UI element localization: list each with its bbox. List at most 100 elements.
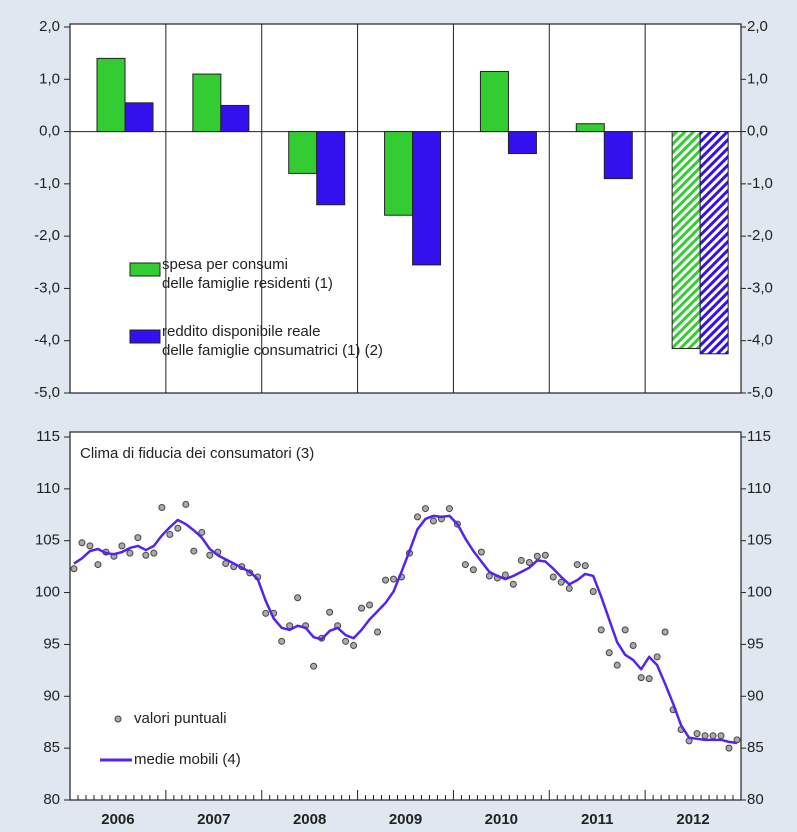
x-tick-label: 2011 bbox=[581, 811, 614, 828]
bar bbox=[507, 131, 537, 155]
data-point bbox=[653, 653, 661, 661]
y2-tick-label: 1,0 bbox=[747, 70, 768, 87]
data-point bbox=[366, 601, 374, 609]
data-point bbox=[725, 744, 733, 752]
bar bbox=[192, 73, 222, 133]
bar bbox=[124, 102, 154, 133]
y2-tick-label: 105 bbox=[747, 532, 772, 549]
y-tick-label: -4,0 bbox=[34, 332, 60, 349]
x-tick-label: 2012 bbox=[676, 811, 709, 828]
bar bbox=[384, 131, 414, 216]
data-point bbox=[78, 539, 86, 547]
data-point bbox=[605, 649, 613, 657]
y-tick-label: 1,0 bbox=[39, 70, 60, 87]
data-point bbox=[342, 637, 350, 645]
data-point bbox=[134, 534, 142, 542]
bar bbox=[96, 57, 126, 133]
y-tick-label: 80 bbox=[43, 791, 60, 808]
data-point bbox=[358, 604, 366, 612]
y-tick-label: 0,0 bbox=[39, 123, 60, 140]
data-point bbox=[613, 661, 621, 669]
data-point bbox=[525, 558, 533, 566]
y2-tick-label: 90 bbox=[747, 687, 764, 704]
bar bbox=[603, 131, 633, 180]
y-tick-label: -5,0 bbox=[34, 384, 60, 401]
data-point bbox=[429, 517, 437, 525]
data-point bbox=[661, 628, 669, 636]
legend-marker bbox=[114, 715, 122, 723]
data-point bbox=[310, 662, 318, 670]
bar bbox=[671, 131, 701, 350]
y2-tick-label: 2,0 bbox=[747, 18, 768, 35]
data-point bbox=[517, 556, 525, 564]
data-point bbox=[509, 580, 517, 588]
data-point bbox=[549, 573, 557, 581]
data-point bbox=[581, 562, 589, 570]
data-point bbox=[278, 637, 286, 645]
y-tick-label: 2,0 bbox=[39, 18, 60, 35]
bar bbox=[412, 131, 442, 266]
y-tick-label: -3,0 bbox=[34, 279, 60, 296]
data-point bbox=[158, 504, 166, 512]
x-tick-label: 2007 bbox=[197, 811, 230, 828]
y2-tick-label: 100 bbox=[747, 584, 772, 601]
x-tick-label: 2010 bbox=[485, 811, 518, 828]
data-point bbox=[262, 609, 270, 617]
bar bbox=[479, 70, 509, 133]
legend-label: spesa per consumi delle famiglie residen… bbox=[162, 256, 333, 292]
data-point bbox=[374, 628, 382, 636]
data-point bbox=[589, 588, 597, 596]
data-point bbox=[350, 641, 358, 649]
data-point bbox=[445, 505, 453, 513]
y2-tick-label: 115 bbox=[747, 428, 771, 445]
data-point bbox=[645, 675, 653, 683]
data-point bbox=[182, 500, 190, 508]
data-point bbox=[326, 608, 334, 616]
data-point bbox=[142, 551, 150, 559]
y-tick-label: 90 bbox=[43, 687, 60, 704]
bar bbox=[288, 131, 318, 174]
y-tick-label: 100 bbox=[35, 584, 60, 601]
data-point bbox=[413, 513, 421, 521]
chart-title: Clima di fiducia dei consumatori (3) bbox=[80, 445, 314, 462]
data-point bbox=[94, 561, 102, 569]
bar bbox=[220, 104, 250, 133]
x-tick-label: 2009 bbox=[389, 811, 422, 828]
bar bbox=[316, 131, 346, 206]
data-point bbox=[629, 641, 637, 649]
y2-tick-label: -2,0 bbox=[747, 227, 773, 244]
data-point bbox=[294, 594, 302, 602]
data-point bbox=[477, 548, 485, 556]
data-point bbox=[709, 732, 717, 740]
y2-tick-label: -1,0 bbox=[747, 175, 773, 192]
data-point bbox=[166, 530, 174, 538]
data-point bbox=[621, 626, 629, 634]
data-point bbox=[190, 547, 198, 555]
data-point bbox=[174, 524, 182, 532]
data-point bbox=[126, 549, 134, 557]
data-point bbox=[390, 575, 398, 583]
data-point bbox=[693, 730, 701, 738]
y2-tick-label: 85 bbox=[747, 739, 764, 756]
y-tick-label: 85 bbox=[43, 739, 60, 756]
y-tick-label: 115 bbox=[36, 428, 60, 445]
y-tick-label: -2,0 bbox=[34, 227, 60, 244]
y2-tick-label: 110 bbox=[747, 480, 771, 497]
data-point bbox=[637, 674, 645, 682]
y-tick-label: 110 bbox=[36, 480, 60, 497]
legend-label: medie mobili (4) bbox=[134, 751, 241, 768]
data-point bbox=[421, 505, 429, 513]
y2-tick-label: 0,0 bbox=[747, 123, 768, 140]
data-point bbox=[118, 542, 126, 550]
legend-label: valori puntuali bbox=[134, 710, 227, 727]
y2-tick-label: 80 bbox=[747, 791, 764, 808]
data-point bbox=[469, 566, 477, 574]
bar bbox=[699, 131, 729, 355]
data-point bbox=[70, 565, 78, 573]
data-point bbox=[86, 542, 94, 550]
y2-tick-label: -3,0 bbox=[747, 279, 773, 296]
data-point bbox=[382, 576, 390, 584]
plot-area bbox=[69, 431, 742, 801]
